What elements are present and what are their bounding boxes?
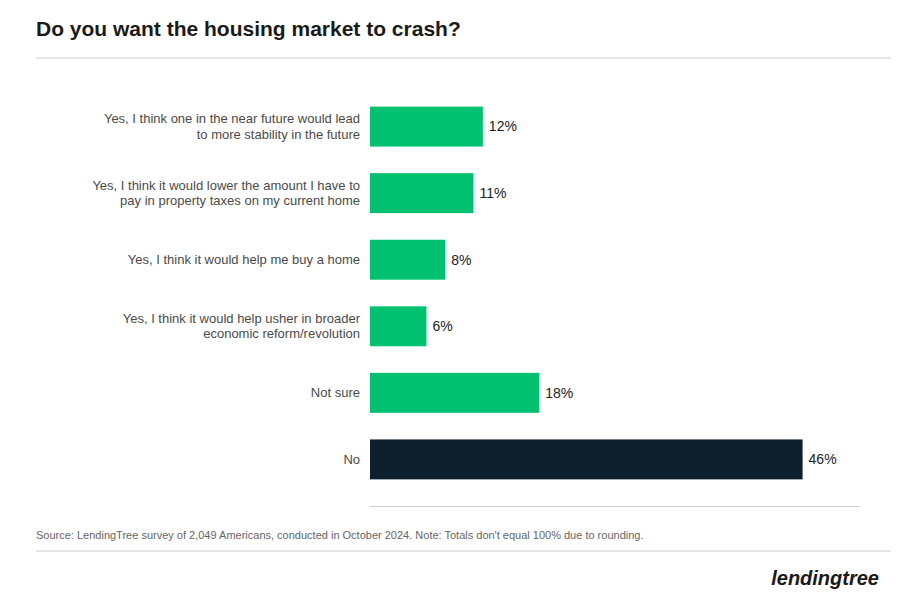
bar [370, 373, 539, 413]
data-label: 46% [809, 451, 837, 467]
bar [370, 439, 803, 479]
y-tick-label-line: Yes, I think it would lower the amount I… [92, 178, 360, 193]
y-tick-label: No [343, 452, 360, 467]
data-label: 8% [451, 252, 471, 268]
bar [370, 173, 473, 213]
chart: Do you want the housing market to crash?… [0, 0, 919, 611]
y-tick-label: Yes, I think one in the near future woul… [104, 111, 360, 142]
y-axis: No Not sure Yes, I think it would help ush… [92, 111, 360, 467]
y-tick: Yes, I think it would help me buy a home [128, 252, 360, 267]
y-tick: No [343, 452, 360, 467]
y-tick-label-line: to more stability in the future [197, 127, 360, 142]
y-tick-label-line: pay in property taxes on my current home [120, 193, 360, 208]
y-tick-label-line: economic reform/revolution [203, 326, 360, 341]
footnote: Source: LendingTree survey of 2,049 Amer… [36, 529, 644, 541]
x-axis [371, 506, 860, 507]
data-label: 11% [479, 185, 506, 201]
y-tick-label-line: No [343, 452, 360, 467]
y-tick-label-line: Yes, I think one in the near future woul… [104, 111, 360, 126]
y-tick: Not sure [311, 385, 360, 400]
data-label: 6% [432, 318, 452, 334]
y-tick-label-line: Yes, I think it would help usher in broa… [123, 311, 361, 326]
logo-text: lendingtree [771, 567, 879, 589]
data-label: 12% [489, 118, 517, 134]
bars [370, 107, 803, 480]
bar [370, 306, 426, 346]
bar [370, 107, 483, 147]
y-tick: Yes, I think it would lower the amount I… [92, 178, 360, 209]
y-tick-label: Yes, I think it would lower the amount I… [92, 178, 360, 209]
footer-rule [36, 551, 891, 552]
bar [370, 240, 445, 280]
y-tick-label: Not sure [311, 385, 360, 400]
title: Do you want the housing market to crash? [36, 17, 461, 40]
data-label: 18% [545, 385, 573, 401]
title-rule [36, 58, 891, 59]
y-tick-label: Yes, I think it would help usher in broa… [123, 311, 361, 342]
y-tick-label-line: Not sure [311, 385, 360, 400]
data-labels: 46% 18% 6% 8% 11% 12% [432, 118, 836, 467]
y-tick: Yes, I think it would help usher in broa… [123, 311, 361, 342]
x-axis-line [371, 506, 860, 507]
y-tick-label-line: Yes, I think it would help me buy a home [128, 252, 360, 267]
plot: 46% 18% 6% 8% 11% 12% No Not sure Yes, I think i… [92, 107, 859, 507]
y-tick-label: Yes, I think it would help me buy a home [128, 252, 360, 267]
y-tick: Yes, I think one in the near future woul… [104, 111, 360, 142]
